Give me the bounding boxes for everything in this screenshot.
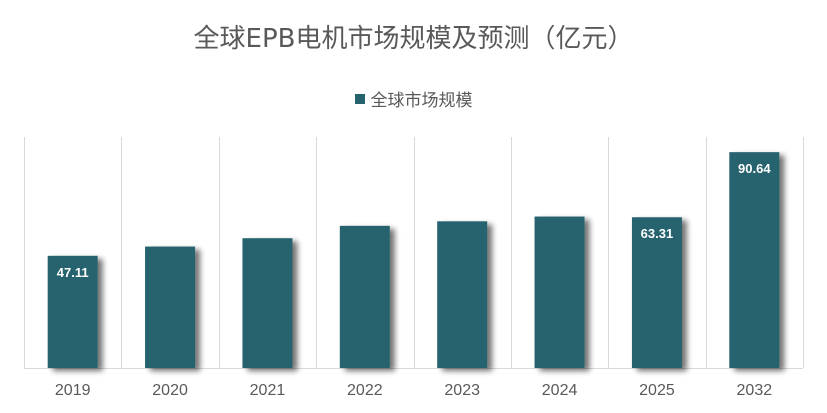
x-tick-label-2022: 2022 [347, 382, 383, 399]
bar-2021 [242, 238, 293, 368]
x-tick-label-2032: 2032 [737, 382, 773, 399]
legend: 全球市场规模 [0, 86, 827, 111]
bar-2025 [631, 217, 682, 368]
x-tick-label-2025: 2025 [639, 382, 675, 399]
legend-swatch [354, 94, 365, 104]
chart-title: 全球EPB电机市场规模及预测（亿元） [193, 24, 634, 54]
data-label-2025: 63.31 [641, 226, 674, 241]
bar-2032 [729, 152, 780, 368]
x-tick-label-2024: 2024 [542, 382, 578, 399]
bar-2020 [145, 246, 196, 368]
bar-2019 [47, 255, 98, 368]
bar-2024 [534, 216, 585, 368]
bar-2022 [339, 225, 390, 368]
x-tick-label-2019: 2019 [55, 382, 91, 399]
data-label-2032: 90.64 [738, 161, 771, 176]
legend-label: 全球市场规模 [370, 91, 473, 111]
x-tick-label-2021: 2021 [250, 382, 286, 399]
data-label-2019: 47.11 [57, 265, 89, 280]
x-tick-label-2020: 2020 [152, 382, 188, 399]
bar-2023 [437, 221, 488, 368]
x-tick-label-2023: 2023 [444, 382, 480, 399]
